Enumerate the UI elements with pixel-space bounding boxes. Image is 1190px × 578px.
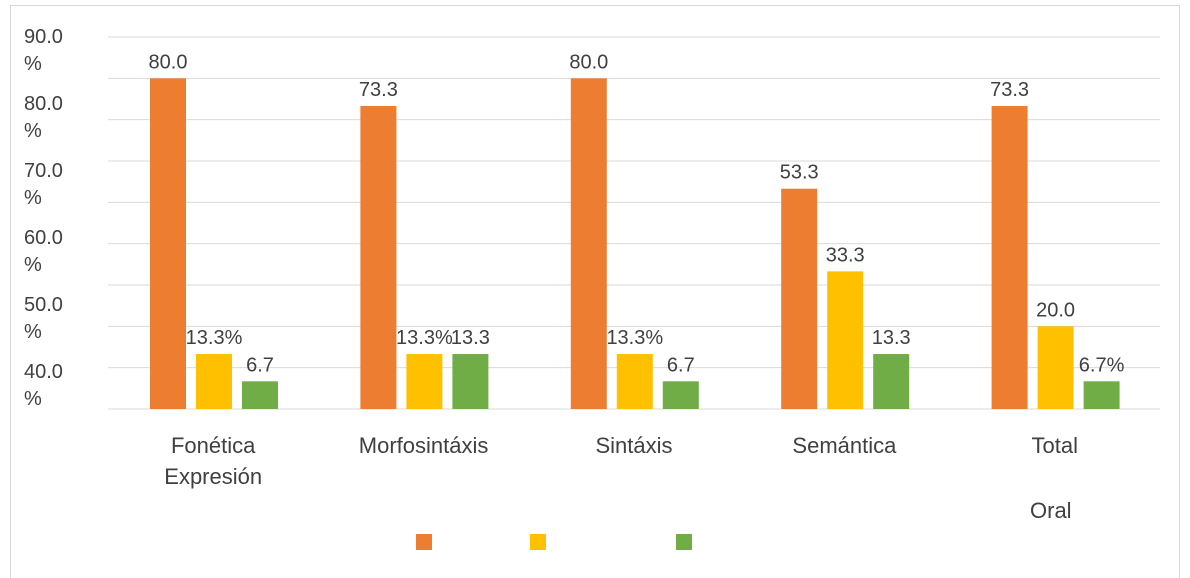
legend-swatch (676, 534, 692, 550)
legend-swatch (530, 534, 546, 550)
data-label: 13.3% (606, 327, 663, 349)
data-label: 73.3 (990, 79, 1029, 101)
bar (452, 354, 489, 409)
x-tick-label: Sintáxis (595, 433, 673, 458)
x-tick-label: Fonética Expresión (164, 433, 263, 489)
data-label: 20.0 (1036, 299, 1075, 321)
chart-border (10, 5, 1180, 578)
data-label: 80.0 (149, 51, 188, 73)
data-label: 13.3% (186, 327, 243, 349)
y-tick-label: 60.0 % (24, 227, 63, 276)
y-tick-label: 90.0 % (24, 26, 63, 75)
data-label: 6.7% (1079, 354, 1125, 376)
x-tick-label: Total (1031, 433, 1079, 458)
bar (406, 354, 443, 409)
bar (196, 354, 232, 409)
bar (570, 78, 607, 409)
bar (827, 271, 864, 409)
bar (1083, 381, 1120, 409)
bar (616, 354, 653, 409)
bar (242, 381, 278, 409)
bar (150, 78, 186, 409)
bar (360, 106, 397, 409)
data-label: 13.3% (396, 327, 453, 349)
x-tick-label: Semántica (792, 433, 897, 458)
bar (781, 188, 818, 409)
y-tick-label: 80.0 % (24, 93, 63, 142)
x-tick-label: Morfosintáxis (358, 433, 489, 458)
bar (1037, 326, 1074, 409)
y-tick-label: 40.0 % (24, 361, 63, 410)
data-label: 80.0 (569, 51, 608, 73)
bar (991, 106, 1028, 409)
y-tick-label: 50.0 % (24, 294, 63, 343)
bar (873, 354, 910, 409)
data-label: 6.7 (246, 354, 274, 376)
bar (662, 381, 699, 409)
data-label: 6.7 (667, 354, 695, 376)
data-label: 33.3 (826, 244, 865, 266)
data-label: 73.3 (359, 79, 398, 101)
data-label: 53.3 (780, 162, 819, 184)
data-label: 13.3 (872, 327, 911, 349)
annotation: Oral (1030, 498, 1072, 523)
y-tick-label: 70.0 % (24, 160, 63, 209)
legend-swatch (416, 534, 432, 550)
data-label: 13.3 (451, 327, 490, 349)
